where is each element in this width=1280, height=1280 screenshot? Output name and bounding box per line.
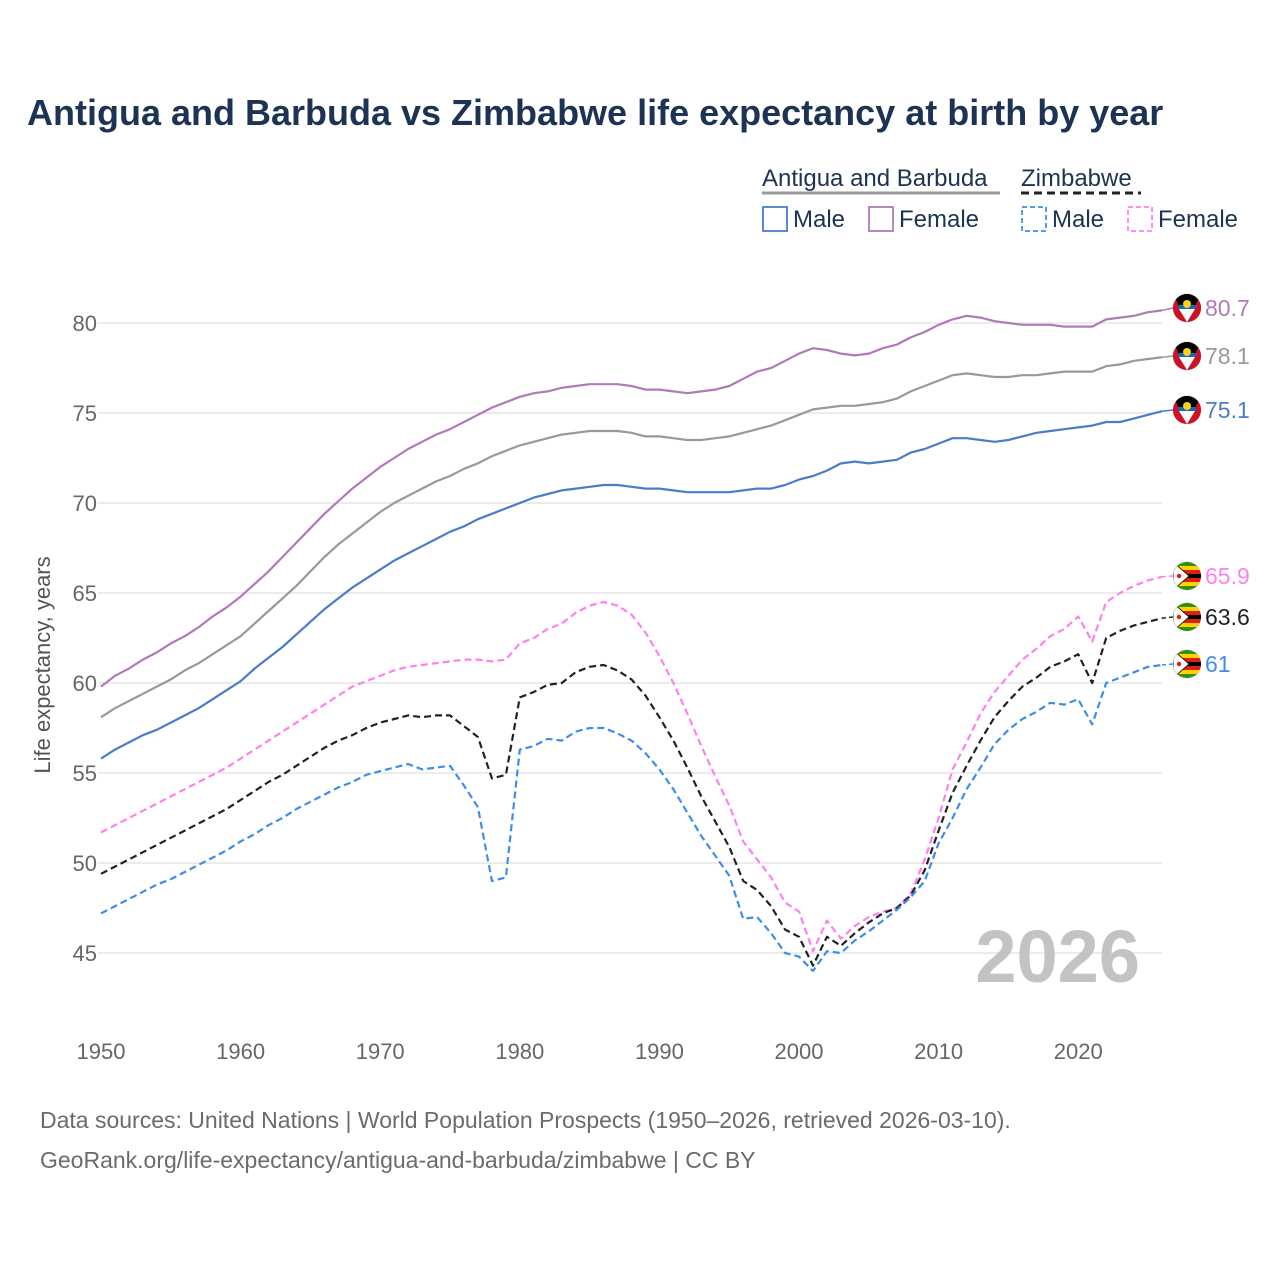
y-tick-label: 60	[73, 671, 97, 696]
y-tick-label: 45	[73, 941, 97, 966]
legend-swatch-zimbabwe-male	[1021, 206, 1047, 232]
x-axis-ticks: 1950 1960 1970 1980 1990 2000 2010 2020	[77, 1039, 1103, 1064]
x-tick-label: 1960	[216, 1039, 265, 1064]
end-value-label: 80.7	[1205, 295, 1250, 321]
zimbabwe-flag-icon	[1172, 561, 1202, 591]
y-tick-label: 55	[73, 761, 97, 786]
x-tick-label: 1990	[635, 1039, 684, 1064]
legend-swatch-antigua-male	[762, 206, 788, 232]
antigua-flag-icon	[1172, 293, 1202, 323]
legend-item-antigua-female: Female	[899, 206, 979, 233]
antigua-flag-icon	[1172, 395, 1202, 425]
end-markers: 80.7 78.1 75.1 65.9 63.6 61	[1161, 293, 1250, 679]
data-source-note: Data sources: United Nations | World Pop…	[40, 1107, 1011, 1133]
series-line-antigua-and-barbuda-male	[100, 410, 1163, 760]
x-tick-label: 1950	[77, 1039, 126, 1064]
end-value-label: 63.6	[1205, 604, 1250, 630]
y-axis-ticks: 45 50 55 60 65 70 75 80	[73, 311, 97, 966]
series-line-zimbabwe-female	[100, 575, 1163, 953]
current-year-label: 2026	[975, 915, 1140, 998]
y-tick-label: 80	[73, 311, 97, 336]
legend: Antigua and Barbuda Zimbabwe Male Female…	[762, 165, 1238, 233]
series-line-zimbabwe-male	[100, 663, 1163, 973]
y-tick-label: 75	[73, 401, 97, 426]
legend-item-zimbabwe-male: Male	[1052, 206, 1104, 233]
y-axis-label: Life expectancy, years	[30, 556, 55, 773]
zimbabwe-flag-icon	[1172, 649, 1202, 679]
end-connector	[1161, 307, 1174, 312]
x-tick-label: 2020	[1054, 1039, 1103, 1064]
x-tick-label: 1970	[356, 1039, 405, 1064]
y-tick-label: 65	[73, 581, 97, 606]
legend-group-antigua: Antigua and Barbuda	[762, 165, 988, 192]
line-chart: 45 50 55 60 65 70 75 80 1950 1960 1970 1980 1990 200…	[30, 165, 1250, 1064]
gridlines	[98, 322, 1162, 954]
chart-title: Antigua and Barbuda vs Zimbabwe life exp…	[27, 92, 1164, 133]
end-value-label: 65.9	[1205, 563, 1250, 589]
end-value-label: 61	[1205, 651, 1231, 677]
series-line-antigua-and-barbuda-total	[100, 356, 1163, 719]
y-tick-label: 70	[73, 491, 97, 516]
end-connector	[1161, 663, 1174, 666]
end-connector	[1161, 355, 1174, 358]
legend-group-zimbabwe: Zimbabwe	[1021, 165, 1132, 192]
y-tick-label: 50	[73, 851, 97, 876]
legend-swatch-zimbabwe-female	[1127, 206, 1153, 232]
legend-item-zimbabwe-female: Female	[1158, 206, 1238, 233]
source-url-license: GeoRank.org/life-expectancy/antigua-and-…	[40, 1147, 756, 1173]
x-tick-label: 2000	[775, 1039, 824, 1064]
x-tick-label: 2010	[914, 1039, 963, 1064]
end-connector	[1161, 409, 1174, 412]
legend-swatch-antigua-female	[868, 206, 894, 232]
end-value-label: 78.1	[1205, 343, 1250, 369]
series-line-antigua-and-barbuda-female	[100, 309, 1163, 688]
end-value-label: 75.1	[1205, 397, 1250, 423]
end-connector	[1161, 616, 1174, 619]
end-connector	[1161, 575, 1174, 578]
series-line-zimbabwe-total	[100, 617, 1163, 967]
zimbabwe-flag-icon	[1172, 602, 1202, 632]
antigua-flag-icon	[1172, 341, 1202, 371]
legend-item-antigua-male: Male	[793, 206, 845, 233]
series-lines	[100, 309, 1163, 973]
x-tick-label: 1980	[495, 1039, 544, 1064]
